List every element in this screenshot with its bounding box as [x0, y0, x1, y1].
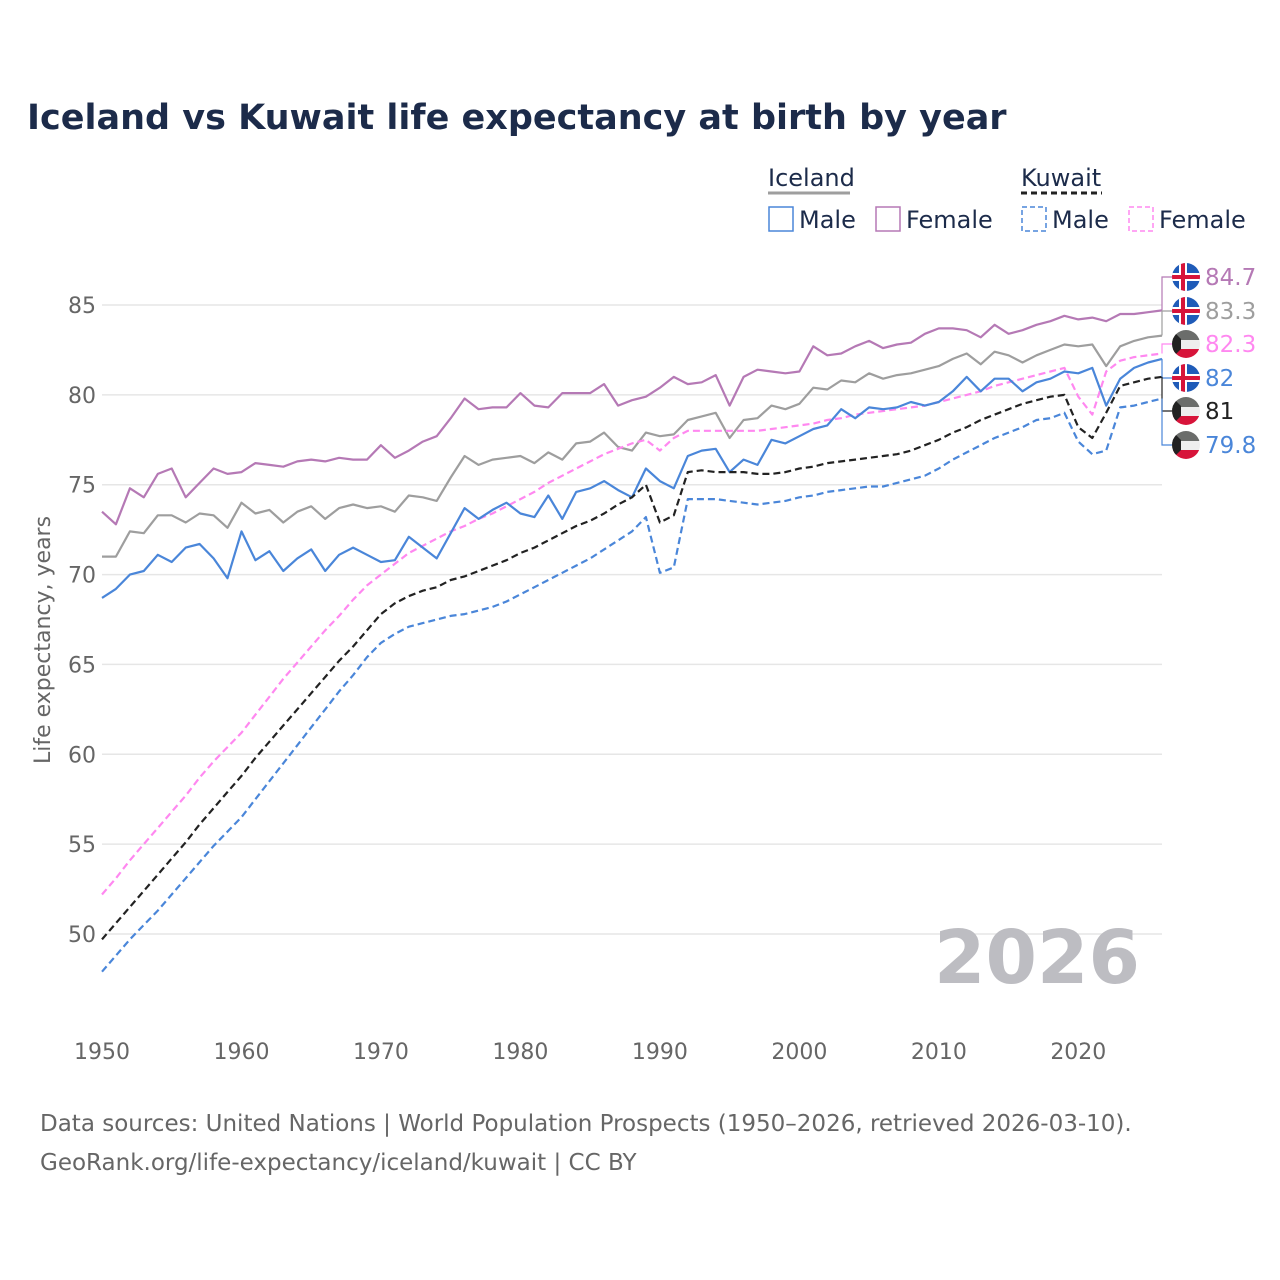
y-tick-label: 75 [68, 474, 96, 499]
end-value-label: 82.3 [1205, 332, 1256, 358]
x-tick-label: 2010 [911, 1040, 967, 1065]
x-tick-label: 1970 [353, 1040, 409, 1065]
x-tick-label: 1960 [213, 1040, 269, 1065]
x-tick-label: 2000 [771, 1040, 827, 1065]
end-value-label: 82 [1205, 366, 1234, 392]
end-labels: 84.7 83.3 82.3 82 81 79.8 [1161, 263, 1256, 459]
end-value-label: 83.3 [1205, 299, 1256, 325]
y-axis-label: Life expectancy, years [31, 516, 56, 764]
legend-swatch-kuwait-female [1128, 206, 1154, 232]
source-line-1: Data sources: United Nations | World Pop… [40, 1111, 1132, 1137]
end-value-label: 84.7 [1205, 265, 1256, 291]
series-line-kuwait-male [101, 397, 1163, 973]
y-axis-ticks: 50 55 60 65 70 75 80 85 [68, 294, 96, 948]
end-value-label: 81 [1205, 399, 1234, 425]
end-label-connector [1161, 358, 1172, 379]
end-label-connector [1161, 376, 1172, 412]
series-lines [101, 309, 1163, 973]
legend-group-iceland: Iceland [768, 164, 855, 192]
y-tick-label: 65 [68, 653, 96, 678]
legend-label-kuwait-female[interactable]: Female [1159, 206, 1246, 234]
legend-label-iceland-male[interactable]: Male [799, 206, 856, 234]
series-line-kuwait-total [101, 375, 1163, 941]
iceland-flag-icon [1172, 364, 1200, 392]
y-tick-label: 70 [68, 564, 96, 589]
end-label-connector [1161, 310, 1172, 336]
legend-swatch-iceland-male [768, 206, 794, 232]
legend-swatch-iceland-female [875, 206, 901, 232]
x-tick-label: 1980 [492, 1040, 548, 1065]
end-label-connector [1161, 343, 1172, 354]
kuwait-flag-icon [1172, 330, 1200, 358]
grid [102, 304, 1162, 935]
iceland-flag-icon [1172, 297, 1200, 325]
y-tick-label: 85 [68, 294, 96, 319]
end-value-label: 79.8 [1205, 433, 1256, 459]
legend-group-kuwait: Kuwait [1021, 164, 1101, 192]
x-tick-label: 1990 [632, 1040, 688, 1065]
x-tick-label: 1950 [74, 1040, 130, 1065]
iceland-flag-icon [1172, 263, 1200, 291]
y-tick-label: 80 [68, 384, 96, 409]
kuwait-flag-icon [1172, 431, 1200, 459]
end-label-connector [1161, 276, 1172, 311]
current-year-watermark: 2026 [934, 915, 1140, 1001]
legend-label-iceland-female[interactable]: Female [906, 206, 993, 234]
chart-title: Iceland vs Kuwait life expectancy at bir… [27, 98, 1007, 138]
series-line-kuwait-female [101, 352, 1163, 896]
series-line-iceland-total [102, 334, 1163, 558]
source-line-2[interactable]: GeoRank.org/life-expectancy/iceland/kuwa… [40, 1150, 637, 1176]
y-tick-label: 60 [68, 743, 96, 768]
x-tick-label: 2020 [1050, 1040, 1106, 1065]
series-line-iceland-female [101, 309, 1163, 526]
x-axis-ticks: 1950 1960 1970 1980 1990 2000 2010 2020 [74, 1040, 1106, 1065]
kuwait-flag-icon [1172, 397, 1200, 425]
end-label-connector [1161, 398, 1172, 446]
legend: Iceland Kuwait Male Female Male Female [768, 164, 1246, 234]
legend-label-kuwait-male[interactable]: Male [1052, 206, 1109, 234]
y-tick-label: 50 [68, 923, 96, 948]
legend-swatch-kuwait-male [1021, 206, 1047, 232]
y-tick-label: 55 [68, 833, 96, 858]
